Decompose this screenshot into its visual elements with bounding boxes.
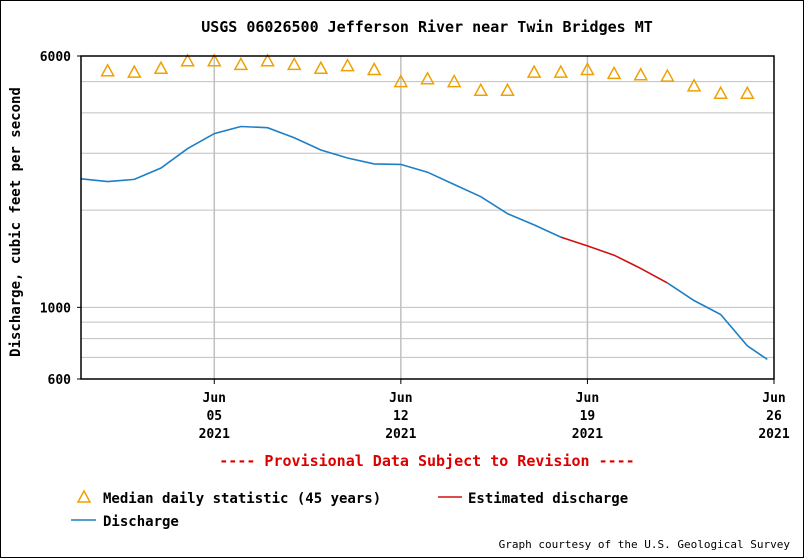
gridlines <box>81 56 774 379</box>
median-marker <box>260 53 275 67</box>
x-tick-label: Jun 19 2021 <box>572 391 603 442</box>
median-marker <box>500 82 515 97</box>
median-marker <box>660 68 675 82</box>
series-line-2 <box>560 236 668 284</box>
median-marker <box>153 60 169 74</box>
median-marker <box>340 58 355 72</box>
median-marker <box>473 82 489 97</box>
series-group <box>80 53 768 361</box>
median-marker <box>127 64 142 78</box>
median-marker <box>393 74 409 88</box>
x-tick-label: Jun 12 2021 <box>385 391 416 442</box>
median-marker <box>580 61 595 76</box>
plot-area <box>80 55 775 380</box>
median-marker <box>446 74 462 88</box>
median-marker <box>207 53 222 67</box>
median-marker <box>420 71 435 85</box>
y-axis-label: Discharge, cubic feet per second <box>8 87 24 357</box>
legend-triangle-marker <box>76 489 92 503</box>
y-tick-label: 1000 <box>40 301 71 316</box>
y-tick-label: 6000 <box>40 50 71 65</box>
legend-label-estimated: Estimated discharge <box>468 491 628 507</box>
series-line-3 <box>666 282 768 361</box>
median-marker <box>686 78 702 92</box>
credit-text: Graph courtesy of the U.S. Geological Su… <box>499 538 791 551</box>
median-marker <box>366 61 382 76</box>
median-marker <box>100 63 115 77</box>
median-marker <box>313 60 329 74</box>
median-marker <box>633 67 648 81</box>
y-axis-ticks: 600 1000 6000 <box>40 50 81 388</box>
median-marker <box>286 56 302 71</box>
median-marker <box>233 56 249 71</box>
y-tick-label: 600 <box>48 373 72 388</box>
chart-title: USGS 06026500 Jefferson River near Twin … <box>201 18 653 36</box>
legend-label-median: Median daily statistic (45 years) <box>103 491 381 507</box>
series-line-1 <box>80 125 562 238</box>
provisional-notice: ---- Provisional Data Subject to Revisio… <box>219 452 634 470</box>
x-tick-label: Jun 05 2021 <box>199 391 230 442</box>
x-axis-ticks: Jun 05 2021 Jun 12 2021 Jun 19 2021 Jun 26 2021 <box>199 379 790 442</box>
legend: Median daily statistic (45 years) Estimat… <box>71 489 628 530</box>
median-marker <box>526 64 542 78</box>
x-tick-label: Jun 26 2021 <box>758 391 789 442</box>
median-marker <box>553 64 569 78</box>
median-marker <box>180 53 195 67</box>
median-marker <box>740 85 755 100</box>
median-marker <box>713 85 728 100</box>
legend-label-discharge: Discharge <box>103 514 179 530</box>
median-marker <box>606 65 622 80</box>
